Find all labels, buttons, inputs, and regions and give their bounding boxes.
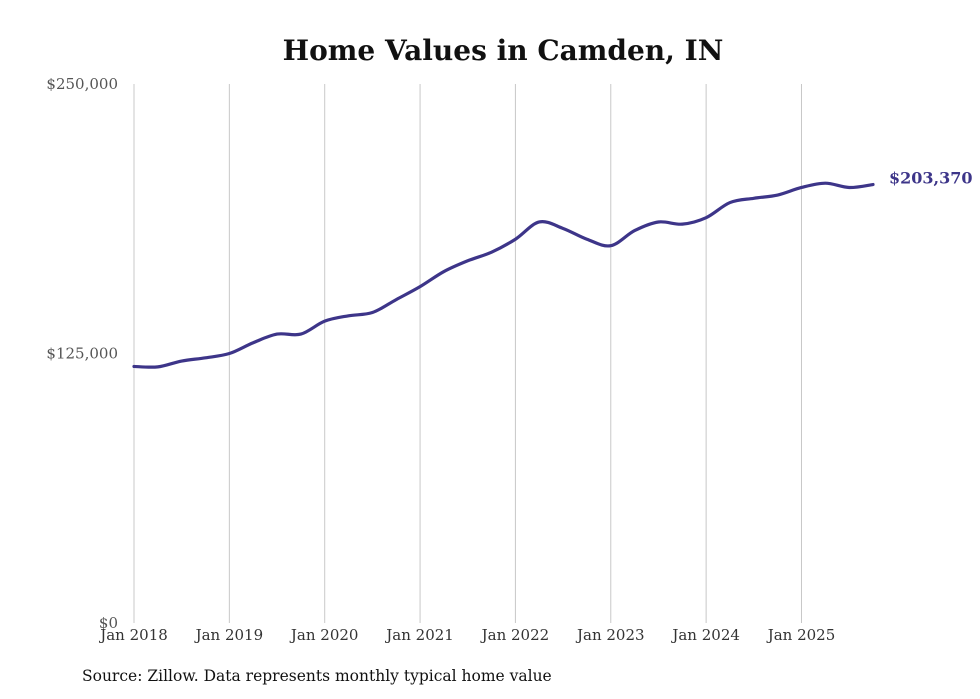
- x-tick-label: Jan 2018: [98, 626, 168, 644]
- series-end-label: $203,370: [889, 169, 973, 188]
- x-tick-label: Jan 2020: [289, 626, 359, 644]
- y-tick-label: $0: [99, 614, 118, 632]
- x-tick-label: Jan 2021: [384, 626, 454, 644]
- y-tick-label: $125,000: [46, 345, 118, 363]
- series-line: [132, 181, 875, 369]
- x-tick-label: Jan 2024: [670, 626, 740, 644]
- source-note: Source: Zillow. Data represents monthly …: [82, 667, 552, 685]
- gridlines: [133, 84, 802, 623]
- series-layer: $203,370: [132, 169, 973, 369]
- x-tick-label: Jan 2025: [766, 626, 836, 644]
- x-tick-label: Jan 2022: [480, 626, 550, 644]
- x-axis-ticks: Jan 2018 Jan 2019 Jan 2020 Jan 2021 Jan 2022…: [98, 626, 835, 644]
- chart-title: Home Values in Camden, IN: [283, 34, 724, 67]
- x-tick-label: Jan 2023: [575, 626, 645, 644]
- x-tick-label: Jan 2019: [194, 626, 264, 644]
- y-tick-label: $250,000: [46, 75, 118, 93]
- y-axis-ticks: $0 $125,000 $250,000: [46, 75, 118, 632]
